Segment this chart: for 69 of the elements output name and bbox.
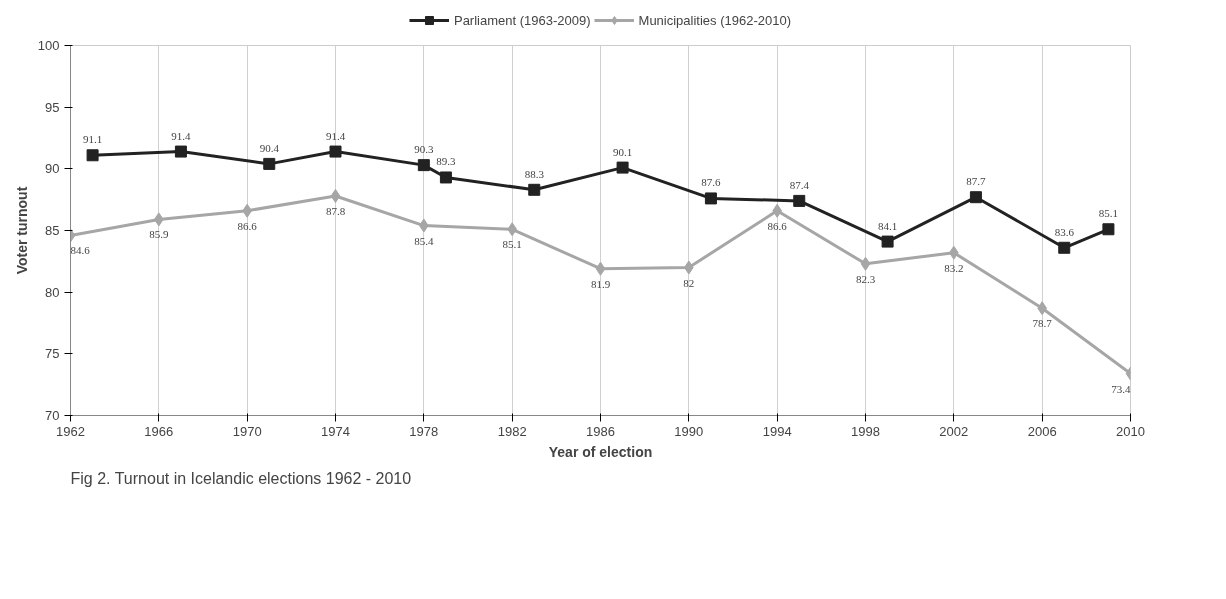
point: [595, 261, 606, 276]
y-tick-label: 80: [45, 284, 60, 300]
x-tick-label: 1982: [497, 423, 527, 439]
data-label: 85.9: [149, 228, 169, 241]
data-label: 86.6: [237, 219, 258, 232]
data-label: 84.1: [877, 219, 898, 232]
data-label: 87.7: [966, 175, 987, 188]
data-label: 73.4: [1111, 382, 1131, 395]
point: [860, 256, 871, 271]
x-tick-label: 2010: [1116, 423, 1145, 439]
y-tick-label: 70: [45, 408, 60, 423]
y-axis-title: Voter turnout: [13, 186, 30, 275]
data-label: 87.4: [789, 178, 810, 191]
data-label: 86.6: [767, 219, 788, 232]
data-label: 83.2: [944, 261, 964, 274]
data-label: 81.9: [590, 277, 611, 290]
data-label: 83.6: [1054, 225, 1075, 238]
point: [330, 188, 341, 203]
x-tick-label: 1962: [56, 423, 85, 439]
data-label: 85.1: [1098, 207, 1119, 220]
x-tick-label: 2006: [1027, 423, 1057, 439]
data-label: 89.3: [436, 155, 457, 168]
point: [174, 145, 187, 158]
point: [417, 159, 430, 172]
x-tick-label: 1990: [674, 423, 704, 439]
x-tick-label: 1978: [409, 423, 439, 439]
data-label: 87.6: [701, 176, 722, 189]
point: [439, 171, 452, 184]
data-label: 88.3: [524, 167, 545, 180]
data-label: 91.4: [325, 129, 346, 142]
y-tick-label: 85: [45, 223, 60, 238]
point: [263, 157, 276, 170]
point: [881, 235, 894, 248]
point: [793, 194, 806, 207]
point: [86, 149, 99, 162]
x-tick-label: 1970: [232, 423, 262, 439]
point: [704, 192, 717, 205]
data-label: 90.3: [414, 143, 434, 156]
x-tick-label: 1966: [144, 423, 174, 439]
x-tick-label: 1994: [762, 423, 792, 439]
data-label: 87.8: [325, 204, 346, 217]
point: [969, 191, 982, 204]
point: [329, 145, 342, 158]
x-tick-label: 2002: [939, 423, 969, 439]
data-label: 91.4: [171, 129, 192, 142]
x-tick-label: 1974: [321, 423, 350, 439]
legend-label: Parliament (1963-2009): [453, 12, 591, 28]
data-label: 90.1: [612, 145, 633, 158]
x-tick-label: 1986: [586, 423, 615, 439]
data-label: 82.3: [855, 272, 876, 285]
x-axis-title: Year of election: [548, 443, 653, 460]
y-tick-label: 100: [37, 38, 60, 53]
data-label: 90.4: [259, 141, 280, 154]
point: [1058, 241, 1071, 254]
data-label: 85.1: [502, 238, 522, 251]
data-label: 84.6: [70, 244, 91, 257]
data-label: 78.7: [1032, 317, 1053, 330]
point: [1102, 223, 1115, 236]
y-tick-label: 90: [45, 161, 60, 177]
legend-label: Municipalities (1962-2010): [638, 12, 792, 28]
y-tick-label: 75: [45, 346, 60, 362]
data-label: 82: [683, 276, 695, 289]
point: [528, 183, 541, 196]
x-tick-label: 1998: [851, 423, 880, 439]
data-label: 85.4: [414, 234, 434, 247]
caption: Fig 2. Turnout in Icelandic elections 1962 - 2010: [70, 469, 412, 487]
y-tick-label: 95: [45, 99, 60, 115]
data-label: 91.1: [82, 133, 103, 146]
point: [616, 161, 629, 174]
